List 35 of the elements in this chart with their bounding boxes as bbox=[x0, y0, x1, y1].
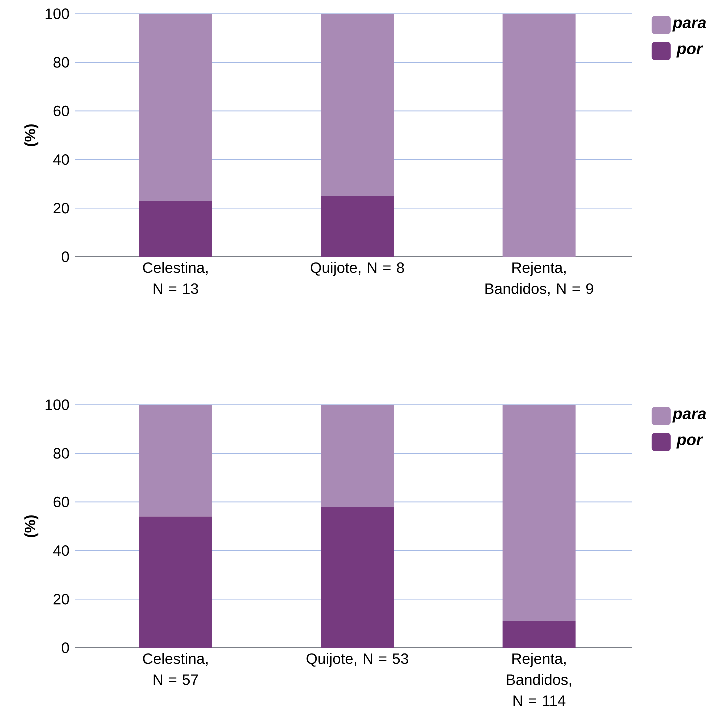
y-tick-label: 60 bbox=[54, 106, 70, 116]
bar bbox=[321, 405, 394, 508]
legend-label: para bbox=[672, 20, 706, 32]
bar bbox=[139, 405, 212, 517]
y-axis-title: (%) bbox=[24, 516, 39, 538]
y-tick-label: 20 bbox=[54, 594, 70, 605]
y-tick-label: 0 bbox=[62, 642, 70, 654]
y-tick-label: 0 bbox=[62, 252, 70, 262]
y-tick-label: 40 bbox=[53, 545, 70, 556]
x-tick-label: Quijote, N = 8 bbox=[310, 262, 404, 276]
legend-label: por bbox=[676, 436, 704, 449]
y-tick-label: 60 bbox=[54, 496, 70, 508]
x-tick-label: Rejenta, Bandidos, N = 114 bbox=[507, 653, 572, 706]
y-tick-label: 20 bbox=[54, 203, 70, 214]
bar bbox=[502, 621, 576, 648]
y-tick-label: 40 bbox=[53, 154, 70, 166]
legend-label: por bbox=[676, 46, 704, 58]
y-tick-label: 80 bbox=[54, 57, 70, 68]
bar bbox=[321, 14, 394, 196]
legend-label: para bbox=[672, 410, 706, 423]
bar bbox=[502, 405, 576, 622]
bar bbox=[321, 507, 394, 648]
bar bbox=[139, 14, 212, 202]
x-tick-label: Rejenta, Bandidos, N = 9 bbox=[486, 262, 594, 296]
bar bbox=[139, 201, 212, 257]
y-axis-title: (%) bbox=[24, 124, 39, 146]
y-tick-label: 100 bbox=[46, 400, 70, 410]
y-tick-label: 100 bbox=[46, 8, 70, 20]
bar bbox=[502, 14, 576, 257]
y-tick-label: 80 bbox=[54, 448, 70, 459]
x-tick-label: Celestina, N = 13 bbox=[143, 262, 208, 294]
bar bbox=[139, 516, 212, 648]
x-tick-label: Celestina, N = 57 bbox=[143, 653, 208, 686]
bar bbox=[321, 196, 394, 257]
x-tick-label: Quijote, N = 53 bbox=[306, 653, 408, 668]
